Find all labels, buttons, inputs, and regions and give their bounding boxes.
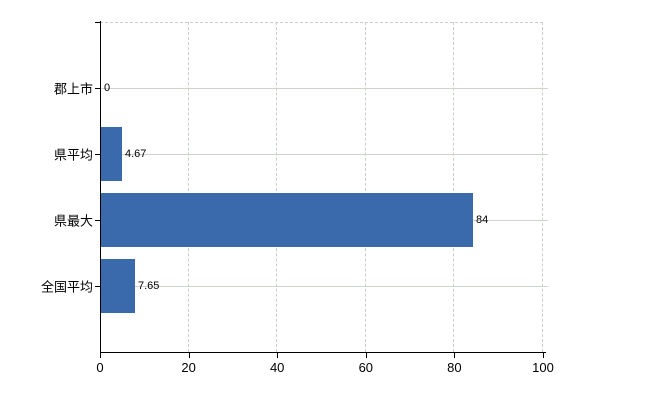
- horizontal-gridline: [101, 286, 548, 287]
- x-axis-tick: [454, 352, 456, 358]
- bar: [101, 193, 473, 247]
- x-axis-tick-label: 40: [269, 360, 285, 375]
- y-axis-tick: [95, 286, 100, 287]
- y-axis-line: [100, 21, 101, 353]
- value-label: 7.65: [138, 280, 160, 292]
- horizontal-gridline: [101, 88, 548, 89]
- category-label: 全国平均: [40, 279, 93, 295]
- x-axis-tick: [277, 352, 279, 358]
- bar: [101, 127, 122, 181]
- category-label: 郡上市: [53, 81, 93, 97]
- vertical-gridline: [187, 22, 189, 352]
- value-label: 84: [476, 214, 489, 226]
- plot-top-border: [100, 22, 543, 23]
- y-axis-end-tick: [95, 22, 100, 23]
- x-axis-tick: [543, 352, 544, 358]
- x-axis-tick-label: 20: [181, 360, 196, 375]
- x-axis-tick-label: 60: [358, 360, 374, 375]
- vertical-gridline: [364, 22, 366, 352]
- bar: [101, 259, 135, 313]
- value-label: 0: [104, 82, 111, 94]
- y-axis-tick: [95, 154, 100, 155]
- x-axis-tick: [100, 352, 101, 358]
- x-axis-tick-label: 80: [447, 360, 462, 375]
- value-label: 4.67: [125, 148, 147, 160]
- vertical-gridline: [542, 22, 543, 352]
- x-axis-tick-label: 100: [532, 360, 554, 375]
- horizontal-gridline: [101, 154, 548, 155]
- x-axis-tick: [365, 352, 367, 358]
- y-axis-tick: [95, 220, 100, 221]
- x-axis-tick: [188, 352, 190, 358]
- category-label: 県最大: [53, 213, 93, 229]
- category-label: 県平均: [53, 147, 93, 163]
- vertical-gridline: [276, 22, 278, 352]
- y-axis-tick: [95, 88, 100, 89]
- x-axis-tick-label: 0: [96, 360, 104, 375]
- vertical-gridline: [453, 22, 455, 352]
- x-axis-line: [100, 352, 546, 353]
